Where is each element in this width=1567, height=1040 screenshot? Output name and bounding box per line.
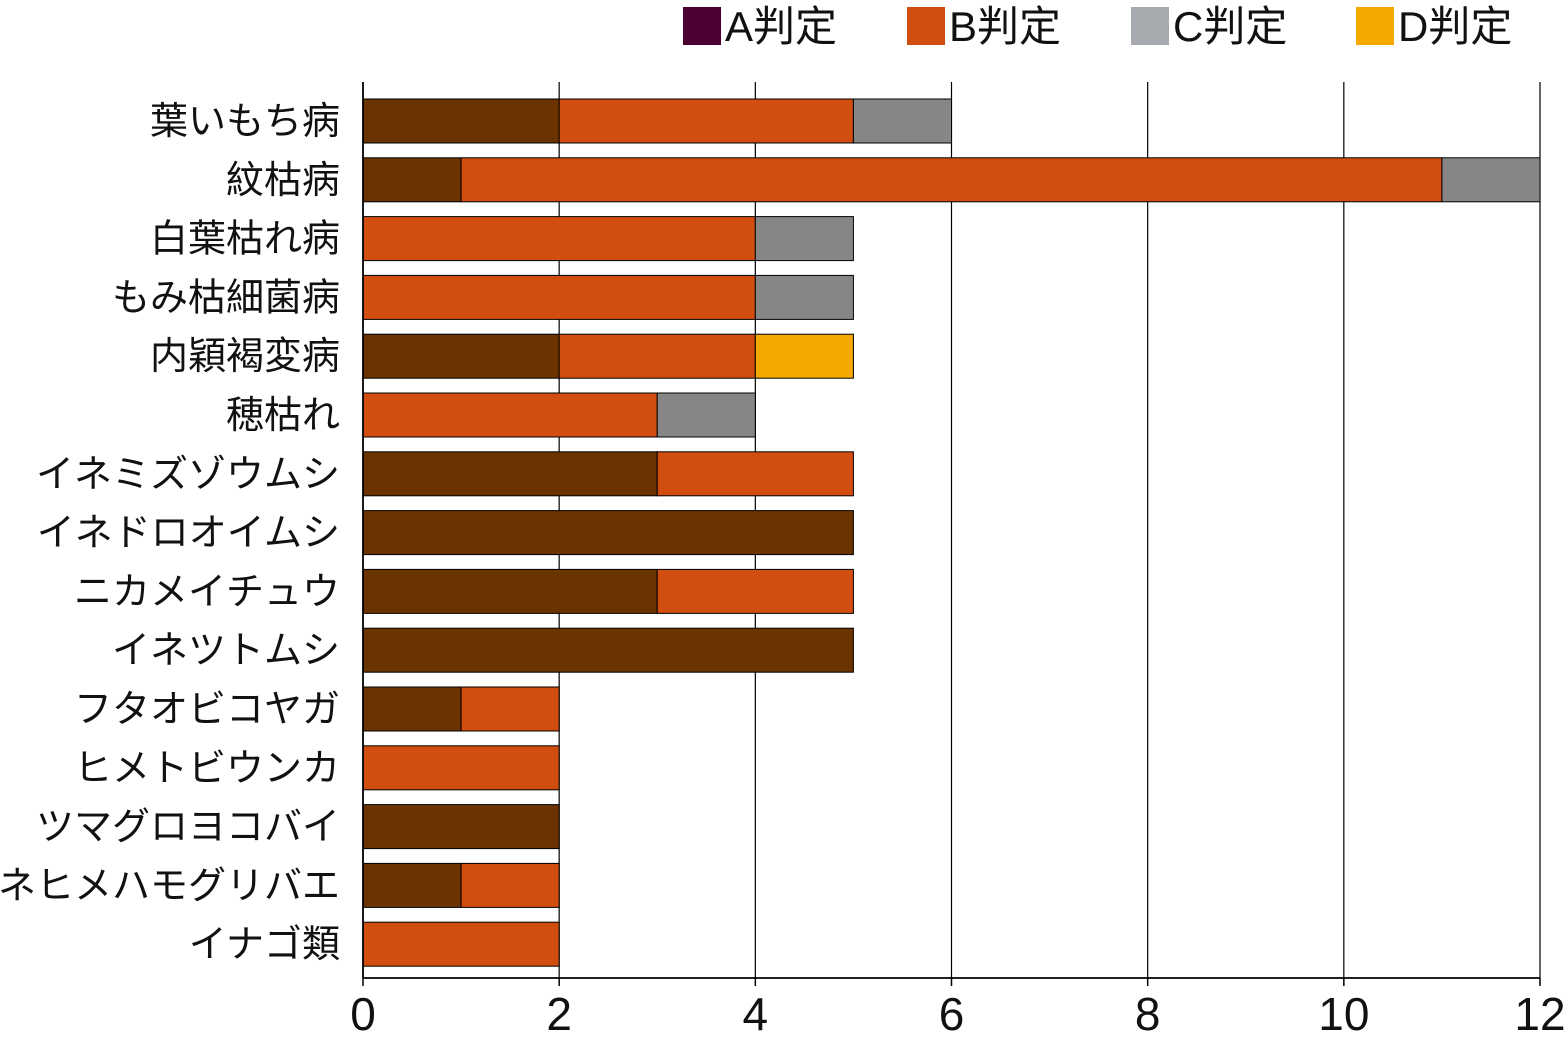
x-tick-label: 2: [546, 988, 572, 1035]
bar-segment-A判定: [362, 804, 560, 850]
bar-segment-B判定: [362, 392, 658, 438]
bar-segment-C判定: [754, 274, 854, 320]
bar-segment-B判定: [460, 862, 560, 908]
x-tick-label: 6: [939, 988, 965, 1035]
category-label: 穂枯れ: [226, 395, 340, 437]
bar-segment-A判定: [362, 862, 462, 908]
x-tick-label: 8: [1135, 988, 1161, 1035]
bar-segment-B判定: [460, 157, 1443, 203]
bar-segment-B判定: [558, 98, 854, 144]
bar-segment-C判定: [1441, 157, 1541, 203]
x-tick-label: 4: [743, 988, 769, 1035]
bar-segment-B判定: [558, 333, 756, 379]
bar-segment-B判定: [656, 568, 854, 614]
bar-segment-B判定: [362, 921, 560, 967]
category-label: イネツトムシ: [112, 630, 340, 672]
category-label: ヒメトビウンカ: [74, 748, 340, 790]
x-tick-label: 0: [350, 988, 376, 1035]
category-label: イナゴ類: [189, 924, 340, 966]
bar-segment-A判定: [362, 157, 462, 203]
bar-segment-C判定: [656, 392, 756, 438]
bar-segment-D判定: [754, 333, 854, 379]
bars: [362, 98, 1541, 967]
category-label: 白葉枯れ病: [150, 219, 340, 261]
legend-label: B判定: [949, 3, 1061, 50]
category-label: イネミズゾウムシ: [36, 454, 340, 496]
bar-segment-A判定: [362, 451, 658, 497]
category-label: ニカメイチュウ: [74, 571, 340, 613]
legend-label: A判定: [725, 3, 837, 50]
category-label: ツマグロヨコバイ: [36, 807, 340, 849]
bar-segment-C判定: [754, 216, 854, 262]
bar-segment-B判定: [362, 274, 756, 320]
bar-segment-A判定: [362, 568, 658, 614]
bar-segment-A判定: [362, 333, 560, 379]
bar-segment-A判定: [362, 510, 854, 556]
legend-swatch-B判定: [907, 7, 945, 45]
category-label: 葉いもち病: [150, 101, 340, 143]
legend-swatch-C判定: [1131, 7, 1169, 45]
category-label: 内穎褐変病: [150, 336, 340, 378]
bar-segment-B判定: [362, 216, 756, 262]
bar-segment-B判定: [656, 451, 854, 497]
category-label: イネドロオイムシ: [37, 513, 340, 555]
legend-swatch-A判定: [683, 7, 721, 45]
x-tick-label: 12: [1514, 988, 1565, 1035]
bar-segment-B判定: [460, 686, 560, 732]
bar-segment-A判定: [362, 627, 854, 673]
bar-segment-A判定: [362, 686, 462, 732]
category-label: もみ枯細菌病: [112, 277, 340, 319]
category-label: 紋枯病: [226, 160, 340, 202]
bar-segment-B判定: [362, 745, 560, 791]
axes: 0 2 4 6 8 10 12 葉いもち病紋枯病白葉枯れ病もみ枯細菌病内穎褐変病穂枯れイネミズ…: [0, 82, 1566, 1040]
bar-segment-C判定: [852, 98, 953, 144]
legend-label: D判定: [1398, 3, 1512, 50]
category-label: フタオビコヤガ: [74, 689, 340, 731]
legend-label: C判定: [1173, 3, 1287, 50]
x-tick-label: 10: [1318, 988, 1369, 1035]
bar-segment-A判定: [362, 98, 560, 144]
legend: A判定 B判定 C判定 D判定: [683, 3, 1512, 50]
legend-swatch-D判定: [1356, 7, 1394, 45]
